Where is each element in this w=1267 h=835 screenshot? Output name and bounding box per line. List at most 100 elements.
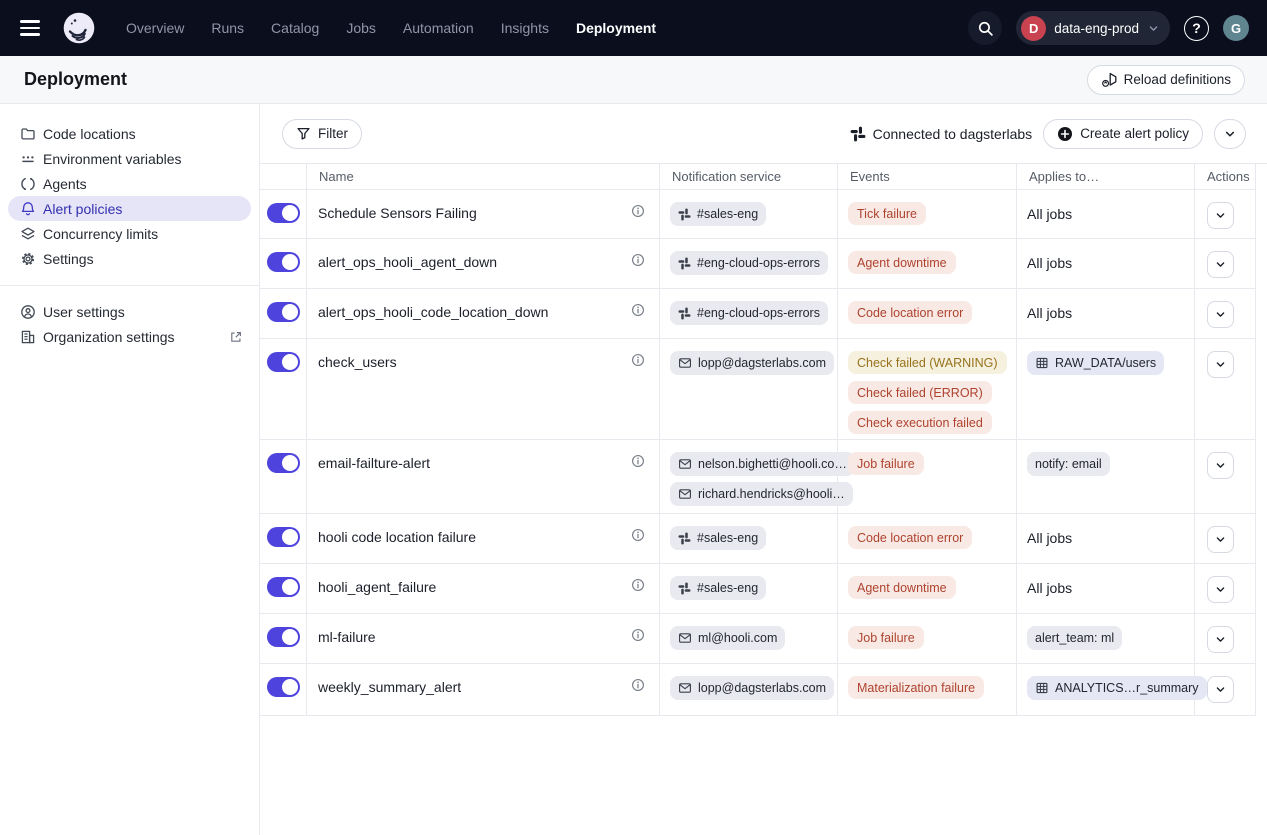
primary-nav: Overview Runs Catalog Jobs Automation In…	[126, 20, 656, 36]
reload-definitions-button[interactable]: Reload definitions	[1087, 65, 1245, 95]
chevron-down-icon	[1223, 127, 1237, 141]
slack-channel-chip: #sales-eng	[670, 202, 766, 226]
filter-button[interactable]: Filter	[282, 119, 362, 149]
row-actions-button[interactable]	[1207, 526, 1234, 553]
info-icon[interactable]	[630, 626, 646, 642]
sync-icon	[20, 176, 36, 192]
email-chip: nelson.bighetti@hooli.co…	[670, 452, 855, 476]
sidebar-item-agents[interactable]: Agents	[8, 171, 251, 196]
help-button[interactable]: ?	[1184, 16, 1209, 41]
menu-icon[interactable]	[16, 14, 44, 42]
nav-jobs[interactable]: Jobs	[346, 20, 376, 36]
folder-icon	[20, 126, 36, 142]
info-icon[interactable]	[630, 452, 646, 468]
table-row: weekly_summary_alert lopp@dagsterlabs.co…	[260, 664, 1267, 716]
info-icon[interactable]	[630, 576, 646, 592]
row-actions-button[interactable]	[1207, 576, 1234, 603]
nav-runs[interactable]: Runs	[211, 20, 244, 36]
enable-toggle[interactable]	[267, 527, 300, 547]
deployment-switcher[interactable]: D data-eng-prod	[1016, 11, 1170, 45]
row-actions-button[interactable]	[1207, 301, 1234, 328]
info-icon[interactable]	[630, 202, 646, 218]
tag-chip: alert_team: ml	[1027, 626, 1122, 650]
sidebar-item-alert-policies[interactable]: Alert policies	[8, 196, 251, 221]
nav-automation[interactable]: Automation	[403, 20, 474, 36]
connected-to-slack-status[interactable]: Connected to dagsterlabs	[850, 126, 1033, 142]
create-alert-policy-button[interactable]: Create alert policy	[1043, 119, 1203, 149]
table-row: alert_ops_hooli_code_location_down #eng-…	[260, 289, 1267, 339]
sidebar-item-settings[interactable]: Settings	[8, 246, 251, 271]
event-badge: Check failed (WARNING)	[848, 351, 1007, 374]
toolbar: Filter Connected to dagsterlabs Create a…	[260, 104, 1267, 163]
slack-channel-chip: #eng-cloud-ops-errors	[670, 301, 828, 325]
enable-toggle[interactable]	[267, 453, 300, 473]
slack-icon	[678, 532, 691, 545]
policy-name: ml-failure	[318, 626, 376, 645]
nav-catalog[interactable]: Catalog	[271, 20, 319, 36]
more-options-button[interactable]	[1214, 119, 1246, 149]
sidebar-item-label: Alert policies	[43, 201, 122, 217]
enable-toggle[interactable]	[267, 352, 300, 372]
col-toggle	[260, 164, 307, 190]
mail-icon	[678, 356, 692, 370]
enable-toggle[interactable]	[267, 302, 300, 322]
enable-toggle[interactable]	[267, 677, 300, 697]
row-actions-button[interactable]	[1207, 202, 1234, 229]
info-icon[interactable]	[630, 526, 646, 542]
info-icon[interactable]	[630, 251, 646, 267]
nav-deployment[interactable]: Deployment	[576, 20, 656, 36]
email-chip: lopp@dagsterlabs.com	[670, 676, 834, 700]
chevron-down-icon	[1214, 308, 1227, 321]
policy-name: alert_ops_hooli_code_location_down	[318, 301, 548, 320]
info-icon[interactable]	[630, 351, 646, 367]
col-actions: Actions	[1195, 164, 1256, 190]
applies-to-value: All jobs	[1027, 576, 1072, 596]
funnel-icon	[296, 126, 311, 141]
nav-insights[interactable]: Insights	[501, 20, 549, 36]
row-actions-button[interactable]	[1207, 351, 1234, 378]
table-grid-icon	[1035, 681, 1049, 695]
chevron-down-icon	[1214, 633, 1227, 646]
info-icon[interactable]	[630, 676, 646, 692]
applies-to-value: All jobs	[1027, 202, 1072, 222]
event-badge: Check execution failed	[848, 411, 992, 434]
search-button[interactable]	[968, 11, 1002, 45]
chevron-down-icon	[1214, 683, 1227, 696]
col-notification-service: Notification service	[660, 164, 838, 190]
row-actions-button[interactable]	[1207, 452, 1234, 479]
event-badge: Code location error	[848, 301, 972, 324]
sidebar-item-code-locations[interactable]: Code locations	[8, 121, 251, 146]
col-name: Name	[307, 164, 660, 190]
event-badge: Check failed (ERROR)	[848, 381, 992, 404]
sidebar-item-user-settings[interactable]: User settings	[8, 299, 251, 324]
table-row: alert_ops_hooli_agent_down #eng-cloud-op…	[260, 239, 1267, 289]
chevron-down-icon	[1147, 22, 1160, 35]
col-applies-to: Applies to…	[1017, 164, 1195, 190]
table-grid-icon	[1035, 356, 1049, 370]
sidebar-item-organization-settings[interactable]: Organization settings	[8, 324, 251, 349]
external-link-icon	[229, 330, 243, 344]
row-actions-button[interactable]	[1207, 676, 1234, 703]
bell-icon	[20, 201, 36, 217]
enable-toggle[interactable]	[267, 203, 300, 223]
chevron-down-icon	[1214, 583, 1227, 596]
enable-toggle[interactable]	[267, 252, 300, 272]
sidebar-item-label: Code locations	[43, 126, 136, 142]
help-icon: ?	[1192, 20, 1201, 36]
enable-toggle[interactable]	[267, 627, 300, 647]
sidebar-divider	[0, 285, 259, 286]
row-actions-button[interactable]	[1207, 626, 1234, 653]
reload-definitions-label: Reload definitions	[1124, 72, 1231, 87]
applies-to-value: All jobs	[1027, 301, 1072, 321]
user-avatar[interactable]: G	[1223, 15, 1249, 41]
info-icon[interactable]	[630, 301, 646, 317]
nav-overview[interactable]: Overview	[126, 20, 184, 36]
enable-toggle[interactable]	[267, 577, 300, 597]
slack-icon	[678, 307, 691, 320]
sidebar-item-environment-variables[interactable]: Environment variables	[8, 146, 251, 171]
gear-icon	[20, 251, 36, 267]
mail-icon	[678, 631, 692, 645]
table-row: ml-failure ml@hooli.com Job failure aler…	[260, 614, 1267, 664]
row-actions-button[interactable]	[1207, 251, 1234, 278]
sidebar-item-concurrency-limits[interactable]: Concurrency limits	[8, 221, 251, 246]
